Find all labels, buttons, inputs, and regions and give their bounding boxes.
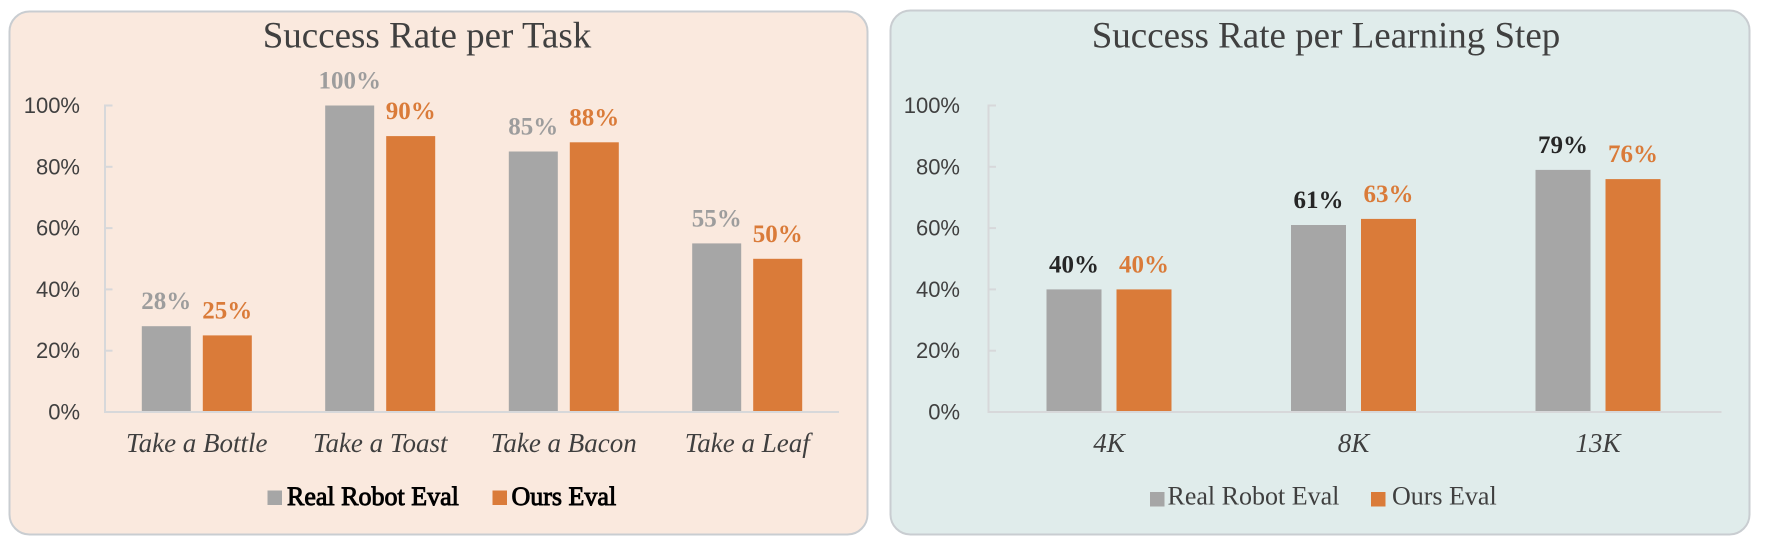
svg-text:Take a Toast: Take a Toast (313, 428, 449, 458)
svg-text:55%: 55% (692, 205, 742, 232)
svg-text:60%: 60% (36, 216, 80, 241)
svg-text:8K: 8K (1338, 428, 1372, 458)
svg-text:80%: 80% (36, 154, 80, 179)
svg-text:100%: 100% (24, 93, 80, 118)
svg-text:76%: 76% (1608, 141, 1658, 168)
svg-text:Ours Eval: Ours Eval (512, 482, 617, 511)
svg-text:100%: 100% (319, 68, 382, 95)
svg-text:79%: 79% (1538, 132, 1588, 159)
svg-text:90%: 90% (386, 98, 436, 125)
svg-text:20%: 20% (36, 338, 80, 363)
svg-text:0%: 0% (48, 400, 80, 425)
svg-text:61%: 61% (1294, 187, 1344, 214)
svg-text:20%: 20% (916, 338, 960, 363)
svg-text:Success Rate per Task: Success Rate per Task (263, 16, 592, 57)
svg-text:28%: 28% (141, 288, 191, 315)
svg-text:50%: 50% (753, 221, 803, 248)
svg-text:Real Robot Eval: Real Robot Eval (287, 482, 459, 511)
svg-text:0%: 0% (928, 400, 960, 425)
svg-text:63%: 63% (1364, 181, 1414, 208)
svg-text:Ours Eval: Ours Eval (1392, 481, 1497, 510)
svg-text:13K: 13K (1575, 428, 1622, 458)
svg-text:40%: 40% (916, 277, 960, 302)
svg-text:40%: 40% (1049, 251, 1099, 278)
svg-text:Real Robot Eval: Real Robot Eval (1168, 481, 1340, 510)
svg-text:40%: 40% (36, 277, 80, 302)
svg-text:Take a Bacon: Take a Bacon (491, 428, 637, 458)
svg-text:Take a Leaf: Take a Leaf (685, 428, 814, 458)
svg-text:Success Rate per Learning Step: Success Rate per Learning Step (1092, 16, 1561, 57)
svg-text:85%: 85% (508, 114, 558, 141)
svg-text:25%: 25% (202, 297, 252, 324)
svg-text:60%: 60% (916, 216, 960, 241)
svg-text:4K: 4K (1093, 428, 1127, 458)
svg-text:80%: 80% (916, 154, 960, 179)
svg-text:100%: 100% (904, 93, 960, 118)
svg-text:40%: 40% (1119, 251, 1169, 278)
svg-text:88%: 88% (569, 104, 619, 131)
svg-text:Take a Bottle: Take a Bottle (126, 428, 268, 458)
